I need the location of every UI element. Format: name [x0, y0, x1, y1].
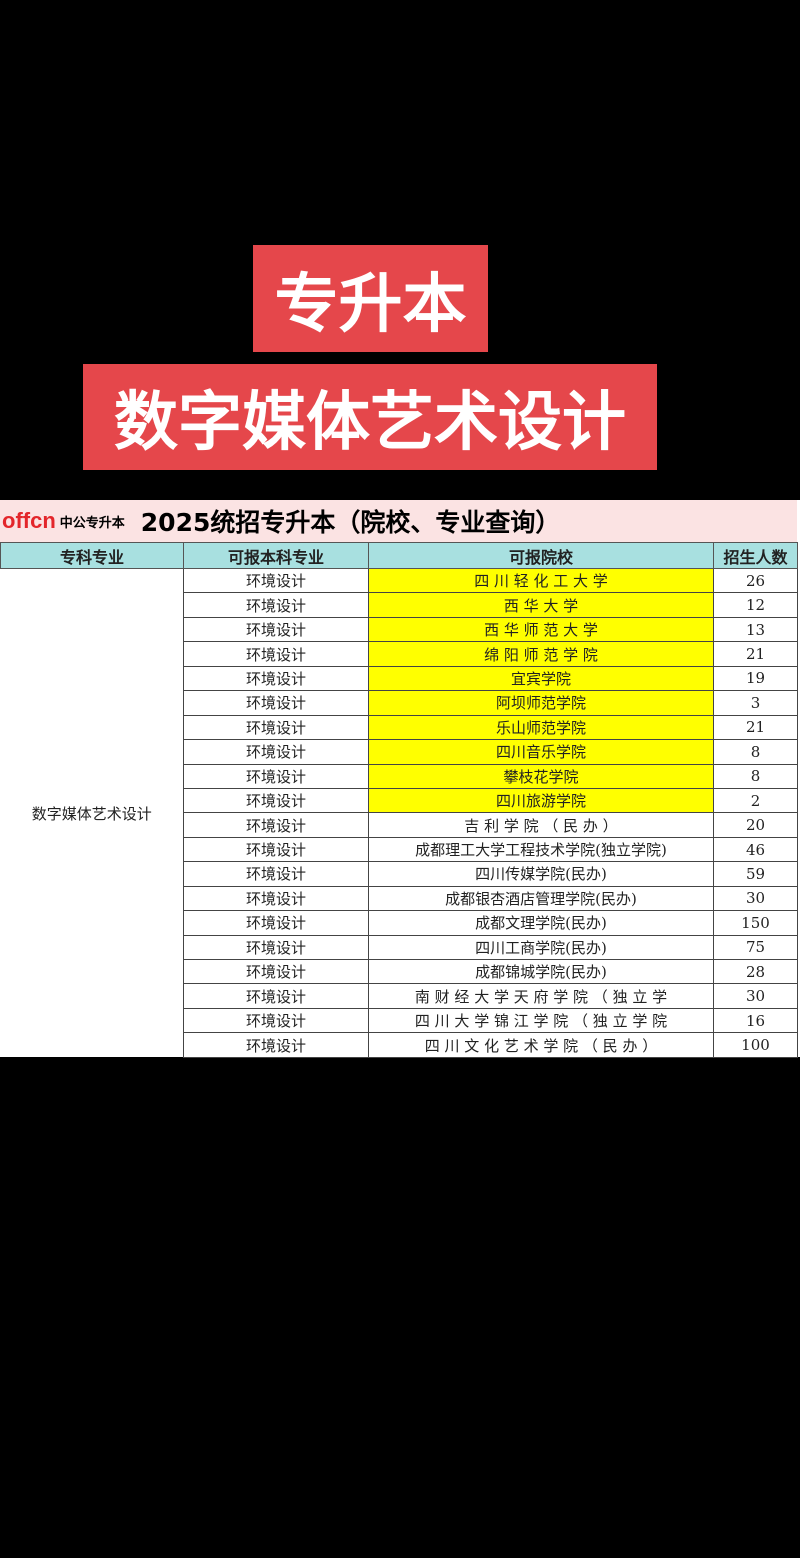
header-associate-major: 专科专业 — [0, 542, 184, 569]
table-row: 环境设计 宜宾学院 19 — [1, 665, 798, 692]
school-cell[interactable]: 成都文理学院(民办) — [368, 910, 714, 936]
sheet-title-bar: offcn 中公专升本 2025统招专升本（院校、专业查询） — [0, 500, 797, 542]
table-row: 环境设计 四川音乐学院 8 — [1, 739, 798, 765]
bachelor-major-cell[interactable]: 环境设计 — [183, 714, 369, 741]
bachelor-major-cell[interactable]: 环境设计 — [183, 983, 369, 1009]
bachelor-major-cell[interactable]: 环境设计 — [183, 567, 369, 594]
offcn-logo: offcn — [2, 508, 56, 533]
enrollment-cell[interactable]: 20 — [713, 812, 798, 838]
sheet-title: 2025统招专升本（院校、专业查询） — [140, 508, 561, 537]
table-row: 环境设计绵 阳 师 范 学 院 21 — [1, 641, 798, 667]
admissions-table: 专科专业 可报本科专业 可报院校 招生人数 数字媒体艺术设计 环境设计四 川 轻 … — [0, 542, 798, 1058]
school-cell[interactable]: 攀枝花学院 — [368, 763, 714, 789]
school-cell[interactable]: 西 华 师 范 大 学 — [368, 616, 714, 643]
table-row: 环境设计 成都银杏酒店管理学院(民办) 30 — [1, 885, 798, 912]
table-row: 环境设计 成都理工大学工程技术学院(独立学院) 46 — [1, 836, 798, 863]
bachelor-major-cell[interactable]: 环境设计 — [183, 836, 369, 863]
school-cell[interactable]: 宜宾学院 — [368, 665, 714, 692]
school-cell[interactable]: 四 川 轻 化 工 大 学 — [368, 567, 714, 594]
bachelor-major-cell[interactable]: 环境设计 — [183, 958, 369, 985]
bachelor-major-cell[interactable]: 环境设计 — [183, 690, 369, 716]
school-cell[interactable]: 四川工商学院(民办) — [368, 934, 714, 961]
school-cell[interactable]: 四 川 大 学 锦 江 学 院 （ 独 立 学 院 — [368, 1007, 714, 1034]
school-cell[interactable]: 成都理工大学工程技术学院(独立学院) — [368, 836, 714, 863]
enrollment-cell[interactable]: 150 — [713, 910, 798, 936]
bachelor-major-cell[interactable]: 环境设计 — [183, 1007, 369, 1034]
school-cell[interactable]: 南 财 经 大 学 天 府 学 院 （ 独 立 学 — [368, 983, 714, 1009]
school-cell[interactable]: 阿坝师范学院 — [368, 690, 714, 716]
enrollment-cell[interactable]: 8 — [713, 739, 798, 765]
school-cell[interactable]: 乐山师范学院 — [368, 714, 714, 741]
school-cell[interactable]: 四川传媒学院(民办) — [368, 861, 714, 887]
enrollment-cell[interactable]: 28 — [713, 958, 798, 985]
table-row: 环境设计四 川 文 化 艺 术 学 院 （ 民 办 ） 100 — [1, 1032, 798, 1058]
enrollment-cell[interactable]: 30 — [713, 983, 798, 1009]
school-cell[interactable]: 四川音乐学院 — [368, 739, 714, 765]
bachelor-major-cell[interactable]: 环境设计 — [183, 861, 369, 887]
school-cell[interactable]: 成都锦城学院(民办) — [368, 958, 714, 985]
enrollment-cell[interactable]: 13 — [713, 616, 798, 643]
banner-title: 专升本 — [253, 245, 488, 352]
table-row: 环境设计吉 利 学 院 （ 民 办 ） 20 — [1, 812, 798, 838]
enrollment-cell[interactable]: 30 — [713, 885, 798, 912]
enrollment-cell[interactable]: 3 — [713, 690, 798, 716]
enrollment-cell[interactable]: 21 — [713, 714, 798, 741]
enrollment-cell[interactable]: 100 — [713, 1032, 798, 1058]
bachelor-major-cell[interactable]: 环境设计 — [183, 885, 369, 912]
enrollment-cell[interactable]: 21 — [713, 641, 798, 667]
table-row: 环境设计西 华 大 学 12 — [1, 592, 798, 618]
enrollment-cell[interactable]: 12 — [713, 592, 798, 618]
school-cell[interactable]: 成都银杏酒店管理学院(民办) — [368, 885, 714, 912]
associate-major-cell[interactable]: 数字媒体艺术设计 — [0, 568, 184, 1058]
enrollment-cell[interactable]: 26 — [713, 567, 798, 594]
table-row: 环境设计西 华 师 范 大 学 13 — [1, 616, 798, 643]
bachelor-major-cell[interactable]: 环境设计 — [183, 934, 369, 961]
spreadsheet: offcn 中公专升本 2025统招专升本（院校、专业查询） 专科专业 可报本科… — [0, 500, 800, 1058]
enrollment-cell[interactable]: 75 — [713, 934, 798, 961]
table-row: 环境设计 阿坝师范学院 3 — [1, 690, 798, 716]
school-cell[interactable]: 西 华 大 学 — [368, 592, 714, 618]
bachelor-major-cell[interactable]: 环境设计 — [183, 739, 369, 765]
bachelor-major-cell[interactable]: 环境设计 — [183, 787, 369, 814]
bachelor-major-cell[interactable]: 环境设计 — [183, 665, 369, 692]
table-row: 环境设计 四川旅游学院 2 — [1, 787, 798, 814]
bachelor-major-cell[interactable]: 环境设计 — [183, 763, 369, 789]
school-cell[interactable]: 绵 阳 师 范 学 院 — [368, 641, 714, 667]
school-cell[interactable]: 吉 利 学 院 （ 民 办 ） — [368, 812, 714, 838]
bachelor-major-cell[interactable]: 环境设计 — [183, 641, 369, 667]
enrollment-cell[interactable]: 59 — [713, 861, 798, 887]
enrollment-cell[interactable]: 16 — [713, 1007, 798, 1034]
bachelor-major-cell[interactable]: 环境设计 — [183, 1032, 369, 1058]
bachelor-major-cell[interactable]: 环境设计 — [183, 910, 369, 936]
banner-subtitle: 数字媒体艺术设计 — [83, 364, 657, 470]
header-school: 可报院校 — [368, 542, 714, 569]
table-row: 环境设计 成都文理学院(民办) 150 — [1, 910, 798, 936]
header-bachelor-major: 可报本科专业 — [183, 542, 369, 569]
table-row: 环境设计 攀枝花学院 8 — [1, 763, 798, 789]
bachelor-major-cell[interactable]: 环境设计 — [183, 812, 369, 838]
enrollment-cell[interactable]: 19 — [713, 665, 798, 692]
school-cell[interactable]: 四川旅游学院 — [368, 787, 714, 814]
table-row: 环境设计四 川 大 学 锦 江 学 院 （ 独 立 学 院 16 — [1, 1007, 798, 1034]
bachelor-major-cell[interactable]: 环境设计 — [183, 592, 369, 618]
enrollment-cell[interactable]: 2 — [713, 787, 798, 814]
enrollment-cell[interactable]: 8 — [713, 763, 798, 789]
bachelor-major-cell[interactable]: 环境设计 — [183, 616, 369, 643]
enrollment-cell[interactable]: 46 — [713, 836, 798, 863]
logo-subtext: 中公专升本 — [59, 515, 125, 531]
header-enrollment: 招生人数 — [713, 542, 798, 569]
table-row: 数字媒体艺术设计 环境设计四 川 轻 化 工 大 学 26 — [0, 567, 798, 1058]
school-cell[interactable]: 四 川 文 化 艺 术 学 院 （ 民 办 ） — [368, 1032, 714, 1058]
